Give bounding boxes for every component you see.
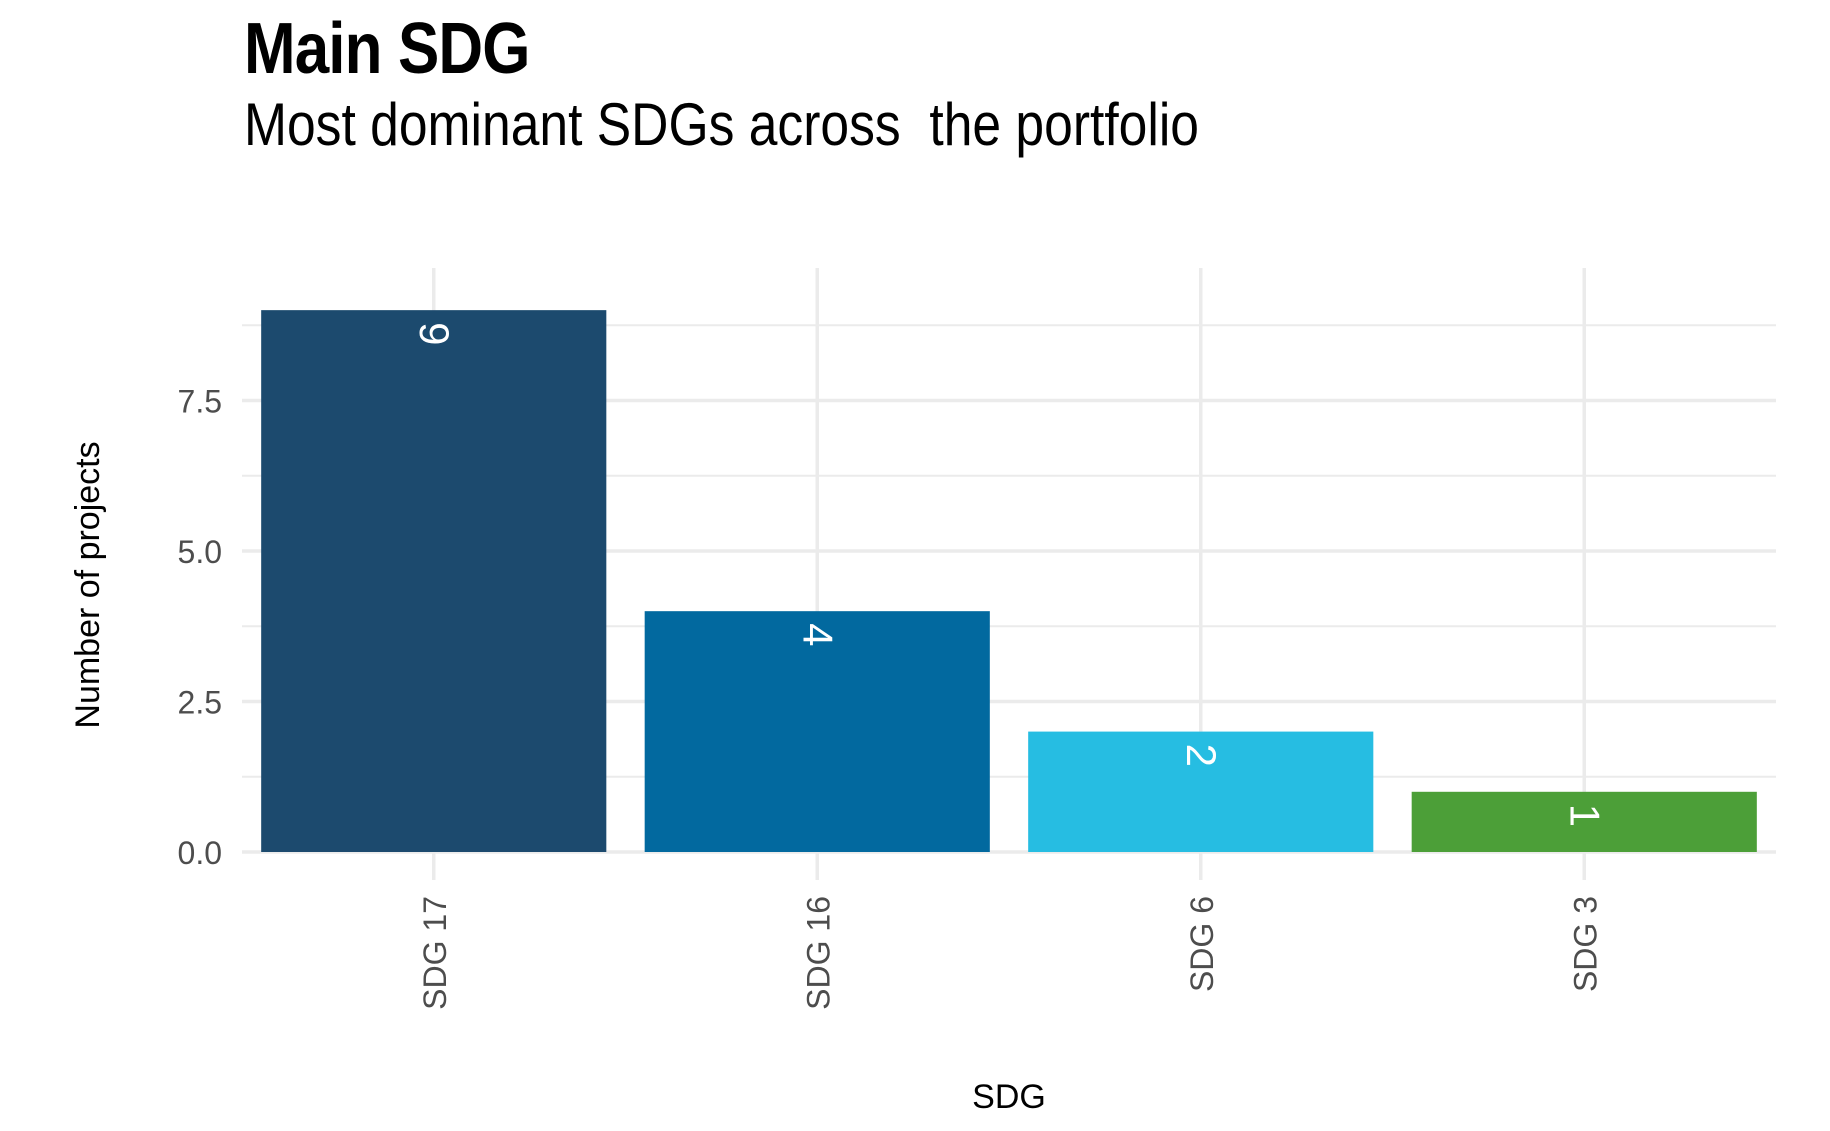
bar: [644, 611, 990, 852]
y-tick-label: 5.0: [178, 534, 222, 570]
y-tick-label: 7.5: [178, 383, 222, 419]
y-axis-ticks: 0.0 2.5 5.0 7.5: [178, 383, 222, 871]
bar-value-label: 9: [411, 322, 458, 345]
bar: [261, 310, 607, 853]
bar-value-label: 4: [794, 623, 841, 646]
x-axis-title: SDG: [972, 1078, 1046, 1116]
y-axis-title: Number of projects: [69, 441, 107, 728]
y-tick-label: 2.5: [178, 684, 222, 720]
bars: [261, 310, 1757, 853]
y-tick-label: 0.0: [178, 835, 222, 871]
x-tick-label: SDG 17: [417, 896, 453, 1010]
chart-subtitle: Most dominant SDGs across the portfolio: [244, 91, 1200, 158]
bar: [1411, 791, 1757, 852]
x-tick-label: SDG 6: [1184, 896, 1220, 992]
bar-value-label: 1: [1561, 804, 1608, 827]
bar-value-labels: 9 4 2 1: [411, 322, 1609, 827]
bar: [1028, 731, 1374, 852]
bar-value-label: 2: [1178, 744, 1225, 767]
x-tick-label: SDG 3: [1567, 896, 1603, 992]
chart-title: Main SDG: [244, 9, 530, 89]
x-tick-label: SDG 16: [800, 896, 836, 1010]
x-axis-ticks: SDG 17 SDG 16 SDG 6 SDG 3: [417, 896, 1604, 1010]
